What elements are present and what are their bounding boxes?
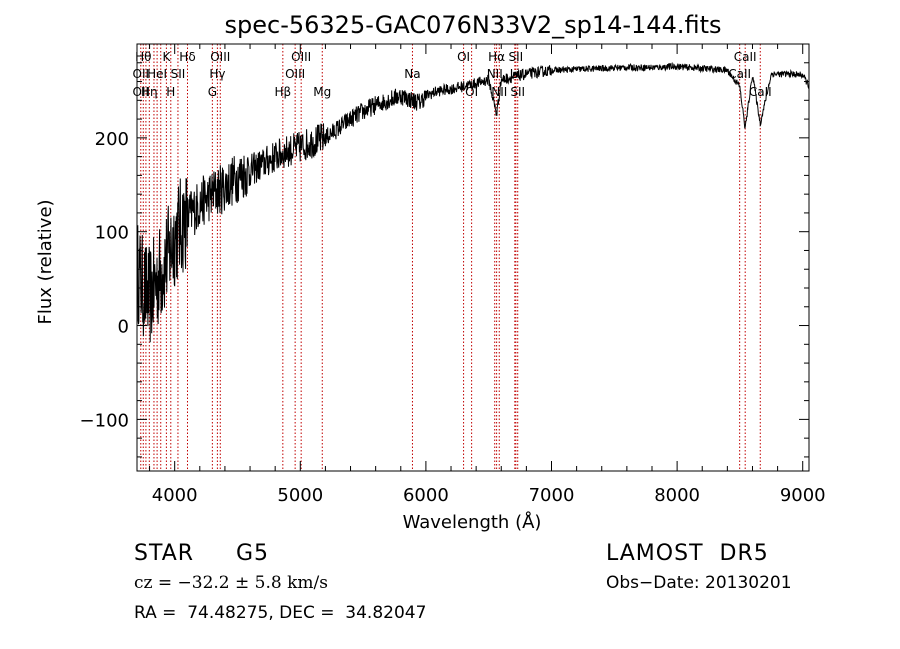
- y-tick-label: 100: [95, 223, 129, 244]
- spectral-line-label: Hγ: [209, 67, 225, 81]
- spectral-line-label: OI: [457, 50, 470, 64]
- ra-dec-coordinates: RA = 74.48275, DEC = 34.82047: [134, 603, 427, 623]
- spectral-line-label: SII: [508, 50, 523, 64]
- y-tick-label: 0: [118, 317, 129, 338]
- spectral-line-label: Mg: [313, 85, 331, 99]
- observation-date: Obs−Date: 20130201: [606, 573, 792, 593]
- spectrum-chart: spec-56325-GAC076N33V2_sp14-144.fits OII…: [35, 11, 826, 533]
- spectral-line-label: Hη: [141, 85, 158, 99]
- object-subclass: G5: [236, 541, 270, 566]
- spectral-line-label: Hβ: [274, 85, 291, 99]
- spectral-line-label: OIII: [210, 50, 230, 64]
- spectral-line-label: OI: [465, 85, 478, 99]
- chart-title: spec-56325-GAC076N33V2_sp14-144.fits: [225, 11, 722, 39]
- spectral-line-label: OIII: [285, 67, 305, 81]
- spectral-line-label: SII: [171, 67, 186, 81]
- spectral-line-label: HeI: [147, 67, 167, 81]
- spectral-line-label: NII: [487, 67, 503, 81]
- spectral-line-label: K: [162, 50, 171, 64]
- spectral-line-label: CaII: [728, 67, 751, 81]
- spectral-line-label: NII: [491, 85, 507, 99]
- x-tick-label: 6000: [403, 485, 449, 506]
- spectral-line-label: Hδ: [179, 50, 195, 64]
- redshift-velocity: cz = −32.2 ± 5.8 km/s: [134, 573, 328, 593]
- spectral-line-label: G: [208, 85, 217, 99]
- spectral-line-label: OIII: [291, 50, 311, 64]
- spectral-line-label: Na: [404, 67, 420, 81]
- spectral-line-label: SII: [510, 85, 525, 99]
- spectral-line-label: H: [166, 85, 175, 99]
- x-tick-label: 8000: [654, 485, 700, 506]
- x-tick-label: 4000: [152, 485, 198, 506]
- x-tick-label: 5000: [277, 485, 323, 506]
- spectral-line-label: Hα: [488, 50, 505, 64]
- spectral-line-label: Hθ: [135, 50, 151, 64]
- x-tick-label: 9000: [780, 485, 826, 506]
- y-axis-label: Flux (relative): [35, 199, 56, 324]
- y-tick-label: −100: [80, 410, 129, 431]
- x-axis-label: Wavelength (Å): [403, 511, 542, 533]
- spectrum-line: [136, 61, 810, 343]
- plot-frame: [136, 43, 810, 472]
- survey-name: LAMOST DR5: [606, 541, 769, 566]
- spectral-line-label: CaII: [734, 50, 757, 64]
- object-class: STAR: [134, 541, 195, 566]
- y-tick-label: 200: [95, 129, 129, 150]
- x-tick-label: 7000: [529, 485, 575, 506]
